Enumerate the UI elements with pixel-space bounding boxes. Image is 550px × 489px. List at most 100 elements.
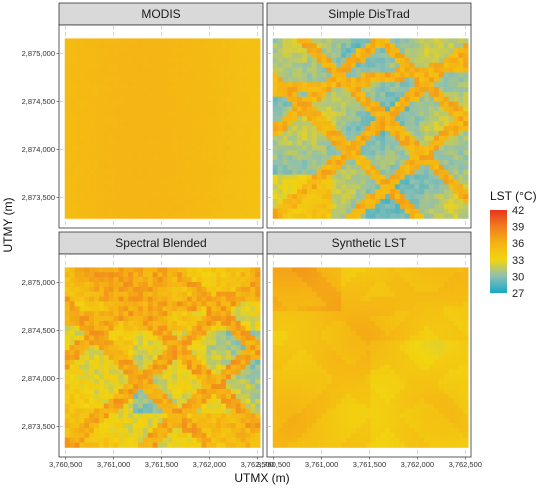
raster-cell <box>433 140 440 146</box>
raster-cell <box>389 106 396 112</box>
raster-cell <box>346 286 352 293</box>
raster-cell <box>399 316 405 322</box>
raster-cell <box>370 130 376 137</box>
raster-cell <box>321 150 327 156</box>
raster-cell <box>389 296 396 302</box>
raster-cell <box>103 111 110 117</box>
raster-cell <box>463 194 469 200</box>
raster-cell <box>419 277 425 283</box>
raster-cell <box>138 194 144 200</box>
raster-cell <box>196 121 202 127</box>
raster-cell <box>453 203 459 210</box>
raster-cell <box>206 364 212 370</box>
raster-cell <box>142 213 149 219</box>
raster-cell <box>216 198 222 205</box>
raster-cell <box>433 267 440 273</box>
raster-cell <box>201 335 207 341</box>
raster-cell <box>287 282 293 288</box>
raster-cell <box>172 374 178 380</box>
raster-cell <box>196 369 202 375</box>
raster-cell <box>389 155 396 161</box>
raster-cell <box>196 267 202 273</box>
raster-cell <box>346 145 352 151</box>
raster-cell <box>245 194 251 200</box>
raster-cell <box>196 374 202 380</box>
raster-cell <box>201 155 207 161</box>
raster-cell <box>206 116 212 122</box>
raster-cell <box>463 267 469 273</box>
raster-cell <box>201 320 207 327</box>
raster-cell <box>172 213 178 219</box>
raster-cell <box>216 145 222 151</box>
raster-cell <box>113 384 119 390</box>
raster-cell <box>277 121 283 127</box>
raster-cell <box>365 160 371 166</box>
raster-cell <box>336 311 342 317</box>
raster-cell <box>191 393 197 400</box>
raster-cell <box>360 189 366 195</box>
raster-cell <box>216 335 222 341</box>
raster-cell <box>186 164 193 171</box>
raster-cell <box>230 145 237 151</box>
raster-cell <box>365 67 371 73</box>
raster-cell <box>277 91 283 98</box>
raster-cell <box>448 82 454 88</box>
raster-cell <box>167 194 173 200</box>
raster-cell <box>181 96 188 103</box>
raster-cell <box>118 335 124 341</box>
raster-cell <box>341 169 347 175</box>
raster-cell <box>201 106 207 112</box>
raster-cell <box>404 150 410 156</box>
raster-cell <box>375 96 381 103</box>
raster-cell <box>429 291 435 297</box>
raster-cell <box>230 291 237 297</box>
raster-cell <box>94 364 100 370</box>
raster-cell <box>341 106 347 112</box>
raster-cell <box>94 77 100 83</box>
raster-cell <box>201 150 207 156</box>
raster-cell <box>147 369 154 375</box>
raster-cell <box>230 398 237 404</box>
raster-cell <box>113 82 119 88</box>
raster-cell <box>448 91 454 98</box>
raster-cell <box>350 106 357 112</box>
raster-cell <box>118 277 124 283</box>
raster-cell <box>79 291 85 297</box>
raster-cell <box>225 423 232 429</box>
raster-cell <box>216 374 222 380</box>
raster-cell <box>191 72 197 78</box>
raster-cell <box>341 96 347 103</box>
raster-cell <box>302 67 308 73</box>
raster-cell <box>282 179 288 185</box>
raster-cell <box>147 301 154 307</box>
raster-cell <box>380 160 386 166</box>
raster-cell <box>118 291 124 297</box>
raster-cell <box>375 203 381 210</box>
raster-cell <box>302 101 308 107</box>
raster-cell <box>292 291 298 297</box>
raster-cell <box>79 413 85 419</box>
raster-cell <box>306 306 313 312</box>
raster-cell <box>419 150 425 156</box>
raster-cell <box>316 174 322 180</box>
raster-cell <box>443 140 449 146</box>
raster-cell <box>172 325 178 332</box>
raster-cell <box>370 38 376 44</box>
raster-cell <box>196 272 202 278</box>
raster-cell <box>326 286 332 293</box>
raster-cell <box>424 203 430 210</box>
raster-cell <box>181 320 188 327</box>
raster-cell <box>206 189 212 195</box>
raster-cell <box>221 213 227 219</box>
raster-cell <box>272 198 278 205</box>
raster-cell <box>206 208 212 214</box>
raster-cell <box>433 106 440 112</box>
raster-cell <box>157 116 163 122</box>
raster-cell <box>177 77 183 83</box>
raster-cell <box>216 393 222 400</box>
raster-cell <box>157 354 163 361</box>
raster-cell <box>316 67 322 73</box>
raster-cell <box>311 87 318 93</box>
raster-cell <box>336 267 342 273</box>
raster-cell <box>311 116 318 122</box>
